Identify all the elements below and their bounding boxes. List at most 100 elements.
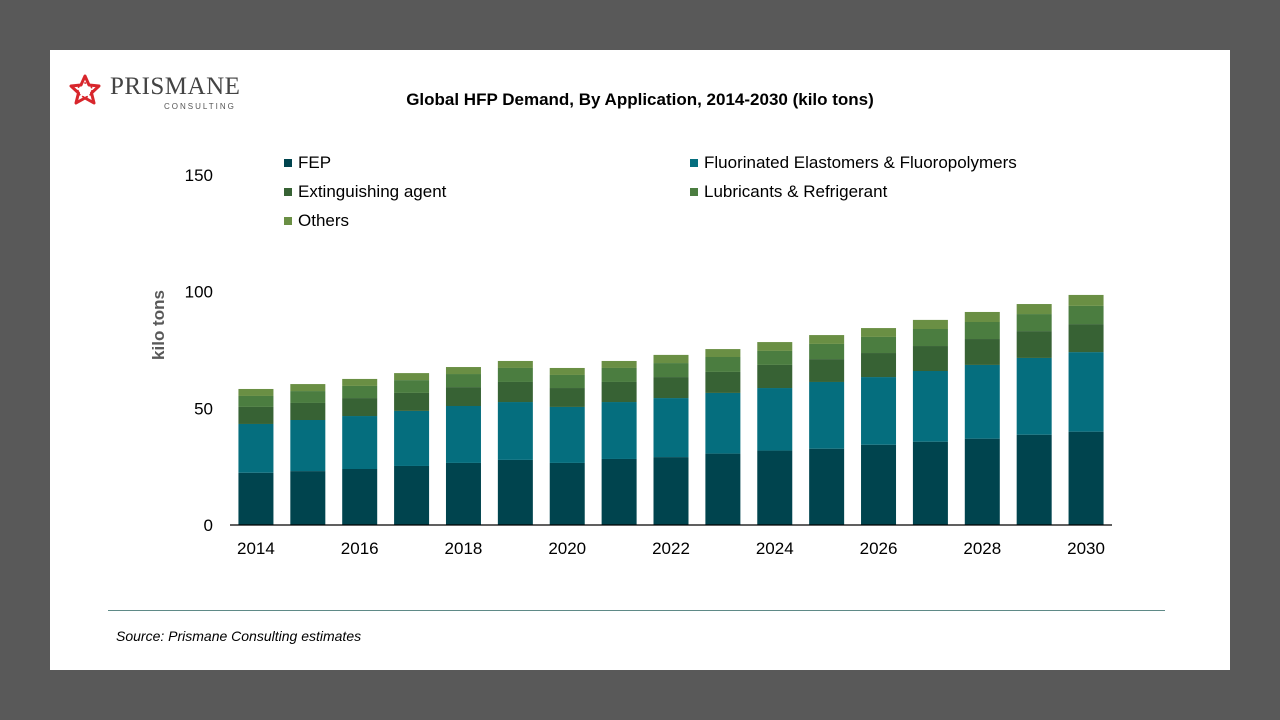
bar-2015-series-1 [290, 420, 326, 472]
x-tick-label: 2014 [237, 539, 275, 558]
bar-2022-series-2 [653, 377, 689, 399]
legend-label: FEP [298, 153, 332, 172]
bar-2023-series-4 [705, 349, 741, 357]
bar-2023-series-2 [705, 371, 741, 393]
bar-2017-series-3 [394, 380, 430, 393]
bar-2025-series-4 [809, 335, 845, 344]
bar-2019-series-2 [497, 381, 533, 403]
bar-2019-series-3 [497, 367, 533, 382]
bar-2015-series-0 [290, 471, 326, 525]
bar-2025-series-0 [809, 448, 845, 525]
bar-2020-series-2 [549, 388, 585, 407]
bar-2030-series-2 [1068, 324, 1104, 353]
prismane-logo: PRISMANE CONSULTING [68, 70, 241, 115]
bar-2017-series-4 [394, 373, 430, 381]
legend-swatch [690, 188, 698, 196]
bar-2021-series-0 [601, 458, 637, 525]
x-tick-label: 2024 [756, 539, 794, 558]
bar-2027-series-1 [912, 371, 948, 442]
bar-2029-series-1 [1016, 357, 1052, 435]
x-tick-label: 2026 [860, 539, 898, 558]
bar-2020-series-3 [549, 374, 585, 389]
star-logo-icon [69, 74, 101, 105]
legend-item: Lubricants & Refrigerant [690, 182, 887, 202]
x-tick-label: 2020 [548, 539, 586, 558]
legend-item: Others [284, 211, 349, 231]
bar-2018-series-4 [445, 367, 481, 375]
bar-2027-series-3 [912, 329, 948, 347]
bar-2027-series-2 [912, 346, 948, 371]
bar-2030-series-3 [1068, 305, 1104, 325]
bar-2018-series-3 [445, 374, 481, 388]
source-note: Source: Prismane Consulting estimates [116, 628, 362, 644]
bar-2014-series-1 [238, 423, 274, 473]
legend-item: Extinguishing agent [284, 182, 446, 202]
legend-swatch [284, 217, 292, 225]
bar-2014-series-2 [238, 406, 274, 424]
legend-label: Lubricants & Refrigerant [704, 182, 888, 201]
bar-2024-series-2 [757, 364, 793, 389]
bar-2016-series-2 [342, 398, 378, 417]
bar-2017-series-2 [394, 392, 430, 411]
bar-2024-series-0 [757, 450, 793, 525]
bar-2029-series-0 [1016, 434, 1052, 525]
bar-2022-series-1 [653, 398, 689, 458]
bar-2014-series-0 [238, 472, 274, 525]
x-tick-label: 2016 [341, 539, 379, 558]
bar-2016-series-3 [342, 385, 378, 399]
bar-2025-series-1 [809, 381, 845, 449]
bar-2015-series-4 [290, 384, 326, 392]
bar-2015-series-3 [290, 391, 326, 403]
x-tick-label: 2022 [652, 539, 690, 558]
bar-2025-series-3 [809, 343, 845, 360]
legend-swatch [690, 159, 698, 167]
bar-2026-series-0 [861, 444, 897, 525]
y-tick-label: 100 [185, 283, 213, 302]
bar-2024-series-3 [757, 350, 793, 365]
bar-2028-series-4 [964, 311, 1000, 322]
bar-2030-series-4 [1068, 294, 1104, 306]
bar-2022-series-3 [653, 363, 689, 378]
bar-2029-series-3 [1016, 314, 1052, 332]
bar-2020-series-4 [549, 367, 585, 375]
bar-2019-series-4 [497, 360, 533, 368]
bar-2018-series-1 [445, 406, 481, 463]
bar-2027-series-4 [912, 319, 948, 329]
logo-name: PRISMANE [110, 73, 241, 100]
bar-2017-series-1 [394, 410, 430, 466]
bar-2018-series-0 [445, 462, 481, 525]
bar-2024-series-1 [757, 388, 793, 451]
divider [108, 610, 1165, 611]
bar-2014-series-3 [238, 395, 274, 407]
y-tick-label: 150 [185, 166, 213, 185]
legend-swatch [284, 159, 292, 167]
legend-item: FEP [284, 153, 331, 173]
bar-2029-series-4 [1016, 304, 1052, 315]
y-tick-label: 50 [194, 399, 213, 418]
bar-2023-series-1 [705, 392, 741, 454]
x-tick-label: 2030 [1067, 539, 1105, 558]
bar-2026-series-2 [861, 353, 897, 378]
legend-label: Fluorinated Elastomers & Fluoropolymers [704, 153, 1017, 172]
bar-2024-series-4 [757, 342, 793, 351]
bar-2025-series-2 [809, 359, 845, 382]
bar-2026-series-4 [861, 328, 897, 337]
bar-2020-series-0 [549, 462, 585, 525]
bar-2023-series-0 [705, 453, 741, 525]
bar-2026-series-1 [861, 377, 897, 445]
bar-2027-series-0 [912, 441, 948, 525]
bar-2018-series-2 [445, 387, 481, 406]
bar-2015-series-2 [290, 402, 326, 420]
bar-2016-series-4 [342, 378, 378, 386]
legend-swatch [284, 188, 292, 196]
bar-2021-series-1 [601, 402, 637, 459]
bar-2028-series-1 [964, 364, 1000, 439]
bar-2021-series-4 [601, 360, 637, 368]
bar-2017-series-0 [394, 465, 430, 525]
bar-2028-series-0 [964, 438, 1000, 525]
bar-2021-series-2 [601, 381, 637, 403]
bar-2016-series-0 [342, 469, 378, 525]
legend-label: Others [298, 211, 350, 230]
x-tick-label: 2018 [445, 539, 483, 558]
